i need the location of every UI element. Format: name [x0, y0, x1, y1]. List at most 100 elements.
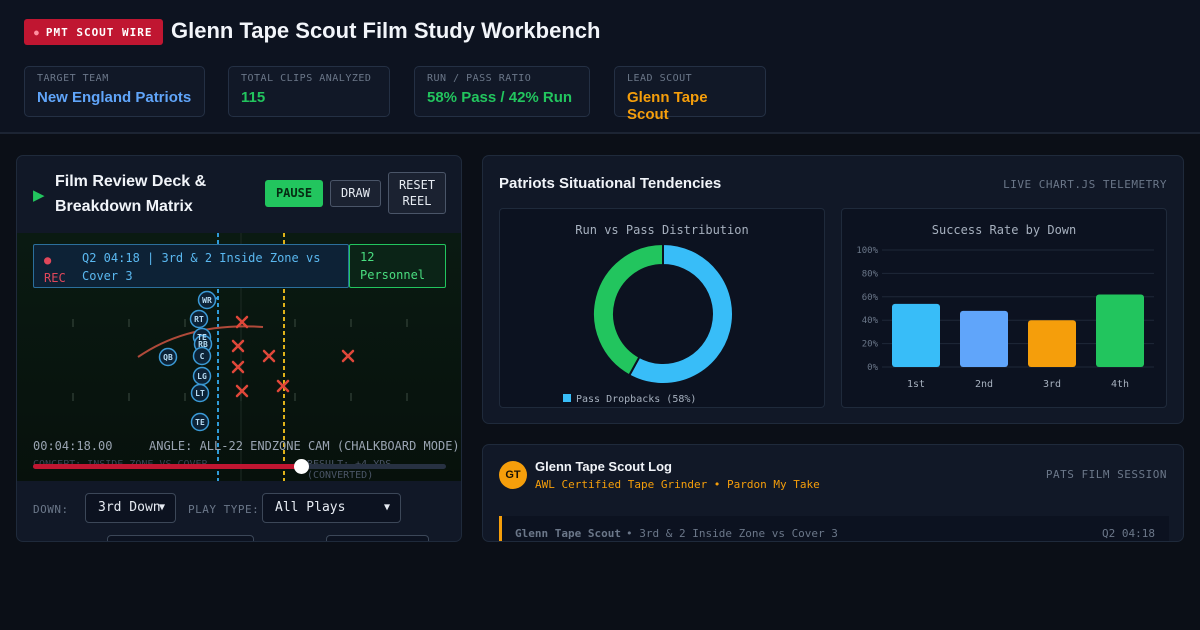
film-field-view[interactable]: WR RT TE RB C QB LG LT TE: [17, 233, 461, 481]
x-tick-label: 2nd: [975, 379, 993, 390]
extra-filter-select[interactable]: [326, 535, 429, 541]
bar-chart-title: Success Rate by Down: [931, 223, 1077, 237]
donut-chart-title: Run vs Pass Distribution: [575, 223, 749, 237]
filter-bar: DOWN: 3rd Down ▼ PLAY TYPE: All Plays ▼: [17, 481, 461, 541]
entry-timestamp: Q2 04:18: [1102, 527, 1155, 540]
play-type-label: PLAY TYPE:: [188, 503, 260, 516]
session-label: PATS FILM SESSION: [1045, 468, 1167, 481]
y-tick-label: 100%: [856, 246, 878, 256]
bar-1st[interactable]: [892, 303, 940, 367]
legend-swatch: [563, 394, 571, 402]
defender-x-icon: [341, 349, 355, 363]
defender-x-icon: [262, 349, 276, 363]
player-label: WR: [202, 296, 212, 305]
scout-log-panel: GT Glenn Tape Scout Log AWL Certified Ta…: [482, 444, 1184, 542]
rec-label: REC: [44, 271, 66, 285]
personnel-badge: 12 Personnel: [349, 244, 446, 288]
bar-2nd[interactable]: [960, 310, 1008, 367]
bar-3rd[interactable]: [1028, 320, 1076, 367]
legend-label: Pass Dropbacks (58%): [576, 394, 697, 405]
play-type-select-value: All Plays: [275, 500, 346, 515]
y-tick-label: 40%: [862, 316, 879, 326]
stat-label: TARGET TEAM: [37, 73, 109, 84]
stat-value: Glenn Tape Scout: [627, 89, 708, 123]
reset-reel-button[interactable]: RESET REEL: [388, 172, 446, 214]
scrub-handle[interactable]: [294, 459, 310, 474]
stat-run-pass-ratio: RUN / PASS RATIO 58% Pass / 42% Run: [414, 66, 590, 117]
header: ● PMT SCOUT WIRE Glenn Tape Scout Film St…: [0, 0, 1200, 134]
deck-header: ▶ Film Review Deck & Breakdown Matrix PA…: [17, 156, 461, 233]
draw-button[interactable]: DRAW: [330, 180, 381, 207]
play-type-select[interactable]: All Plays ▼: [262, 493, 401, 523]
deck-title-line1: Film Review Deck &: [55, 173, 207, 190]
film-review-panel: ▶ Film Review Deck & Breakdown Matrix PA…: [16, 155, 462, 542]
defender-x-icon: [235, 384, 249, 398]
stat-label: LEAD SCOUT: [627, 73, 693, 84]
scrub-bar[interactable]: [33, 459, 446, 474]
stat-lead-scout: LEAD SCOUT Glenn Tape Scout: [614, 66, 766, 123]
stat-target-team: TARGET TEAM New England Patriots: [24, 66, 205, 117]
camera-angle: ANGLE: ALL-22 ENDZONE CAM (CHALKBOARD MO…: [149, 439, 460, 453]
telemetry-label: LIVE CHART.JS TELEMETRY: [1003, 178, 1167, 191]
rec-indicator: ● REC: [44, 251, 74, 287]
defender-x-icon: [235, 315, 249, 329]
stat-value: 115: [241, 89, 266, 106]
pause-button[interactable]: PAUSE: [265, 180, 323, 207]
log-title: Glenn Tape Scout Log: [535, 459, 672, 474]
play-caption: ● REC Q2 04:18 | 3rd & 2 Inside Zone vs …: [33, 244, 349, 288]
player-label: RT: [194, 315, 204, 324]
x-tick-label: 3rd: [1043, 379, 1061, 390]
player-label: C: [200, 352, 205, 361]
play-icon[interactable]: ▶: [33, 186, 45, 204]
chevron-down-icon: ▼: [383, 502, 390, 513]
y-tick-label: 20%: [862, 340, 879, 350]
donut-slice[interactable]: [592, 242, 664, 377]
rec-dot-icon: ●: [44, 253, 52, 267]
deck-title: Film Review Deck & Breakdown Matrix: [55, 169, 206, 219]
down-select[interactable]: 3rd Down ▼: [85, 493, 176, 523]
player-label: QB: [163, 353, 173, 362]
reset-label-line2: REEL: [402, 194, 432, 208]
play-description: Q2 04:18 | 3rd & 2 Inside Zone vs Cover …: [82, 251, 321, 283]
stat-total-clips: TOTAL CLIPS ANALYZED 115: [228, 66, 390, 117]
x-tick-label: 1st: [907, 379, 925, 390]
stat-value: New England Patriots: [37, 89, 192, 106]
player-label: LG: [197, 372, 207, 381]
donut-chart-card: Run vs Pass Distribution Pass Dropbacks …: [499, 208, 825, 408]
y-tick-label: 80%: [862, 269, 879, 279]
bar-4th[interactable]: [1096, 294, 1144, 367]
log-subtitle: AWL Certified Tape Grinder • Pardon My T…: [535, 478, 820, 491]
timecode: 00:04:18.00: [33, 439, 113, 453]
donut-slice[interactable]: [627, 242, 734, 385]
tendencies-title: Patriots Situational Tendencies: [499, 175, 722, 192]
y-tick-label: 0%: [867, 363, 878, 373]
stat-label: RUN / PASS RATIO: [427, 73, 532, 84]
y-tick-label: 60%: [862, 293, 879, 303]
down-select-value: 3rd Down: [98, 500, 161, 515]
player-label: RB: [198, 340, 208, 349]
bar-chart: 0% 20% 40% 60% 80% 100% 1st 2nd 3rd 4th: [856, 246, 1154, 390]
result-ghost-text: RESULT: +4 YDS (CONVERTED): [307, 459, 391, 481]
wire-badge: ● PMT SCOUT WIRE: [24, 19, 163, 45]
reset-label-line1: RESET: [398, 178, 436, 192]
entry-author: Glenn Tape Scout: [515, 527, 621, 540]
wire-badge-label: PMT SCOUT WIRE: [45, 25, 153, 39]
avatar: GT: [499, 461, 527, 489]
defender-x-icon: [276, 379, 290, 393]
stat-label: TOTAL CLIPS ANALYZED: [241, 73, 372, 84]
donut-legend: Pass Dropbacks (58%): [563, 394, 696, 405]
bar-chart-card: Success Rate by Down 0% 20% 40% 60% 80% 100% 1…: [841, 208, 1167, 408]
page-title: Glenn Tape Scout Film Study Workbench: [171, 18, 601, 43]
extra-filter-select[interactable]: [107, 535, 254, 541]
log-entry[interactable]: Glenn Tape Scout • 3rd & 2 Inside Zone v…: [499, 516, 1169, 541]
player-label: LT: [195, 389, 205, 398]
defender-x-icon: [231, 360, 245, 374]
stat-value: 58% Pass / 42% Run: [427, 89, 573, 106]
chevron-down-icon: ▼: [158, 502, 165, 513]
player-label: TE: [197, 333, 207, 342]
donut-chart: [592, 242, 734, 385]
x-tick-label: 4th: [1111, 379, 1129, 390]
tendencies-panel: Patriots Situational Tendencies LIVE CHA…: [482, 155, 1184, 424]
scrub-progress: [33, 464, 302, 469]
live-dot-icon: ●: [34, 27, 40, 37]
